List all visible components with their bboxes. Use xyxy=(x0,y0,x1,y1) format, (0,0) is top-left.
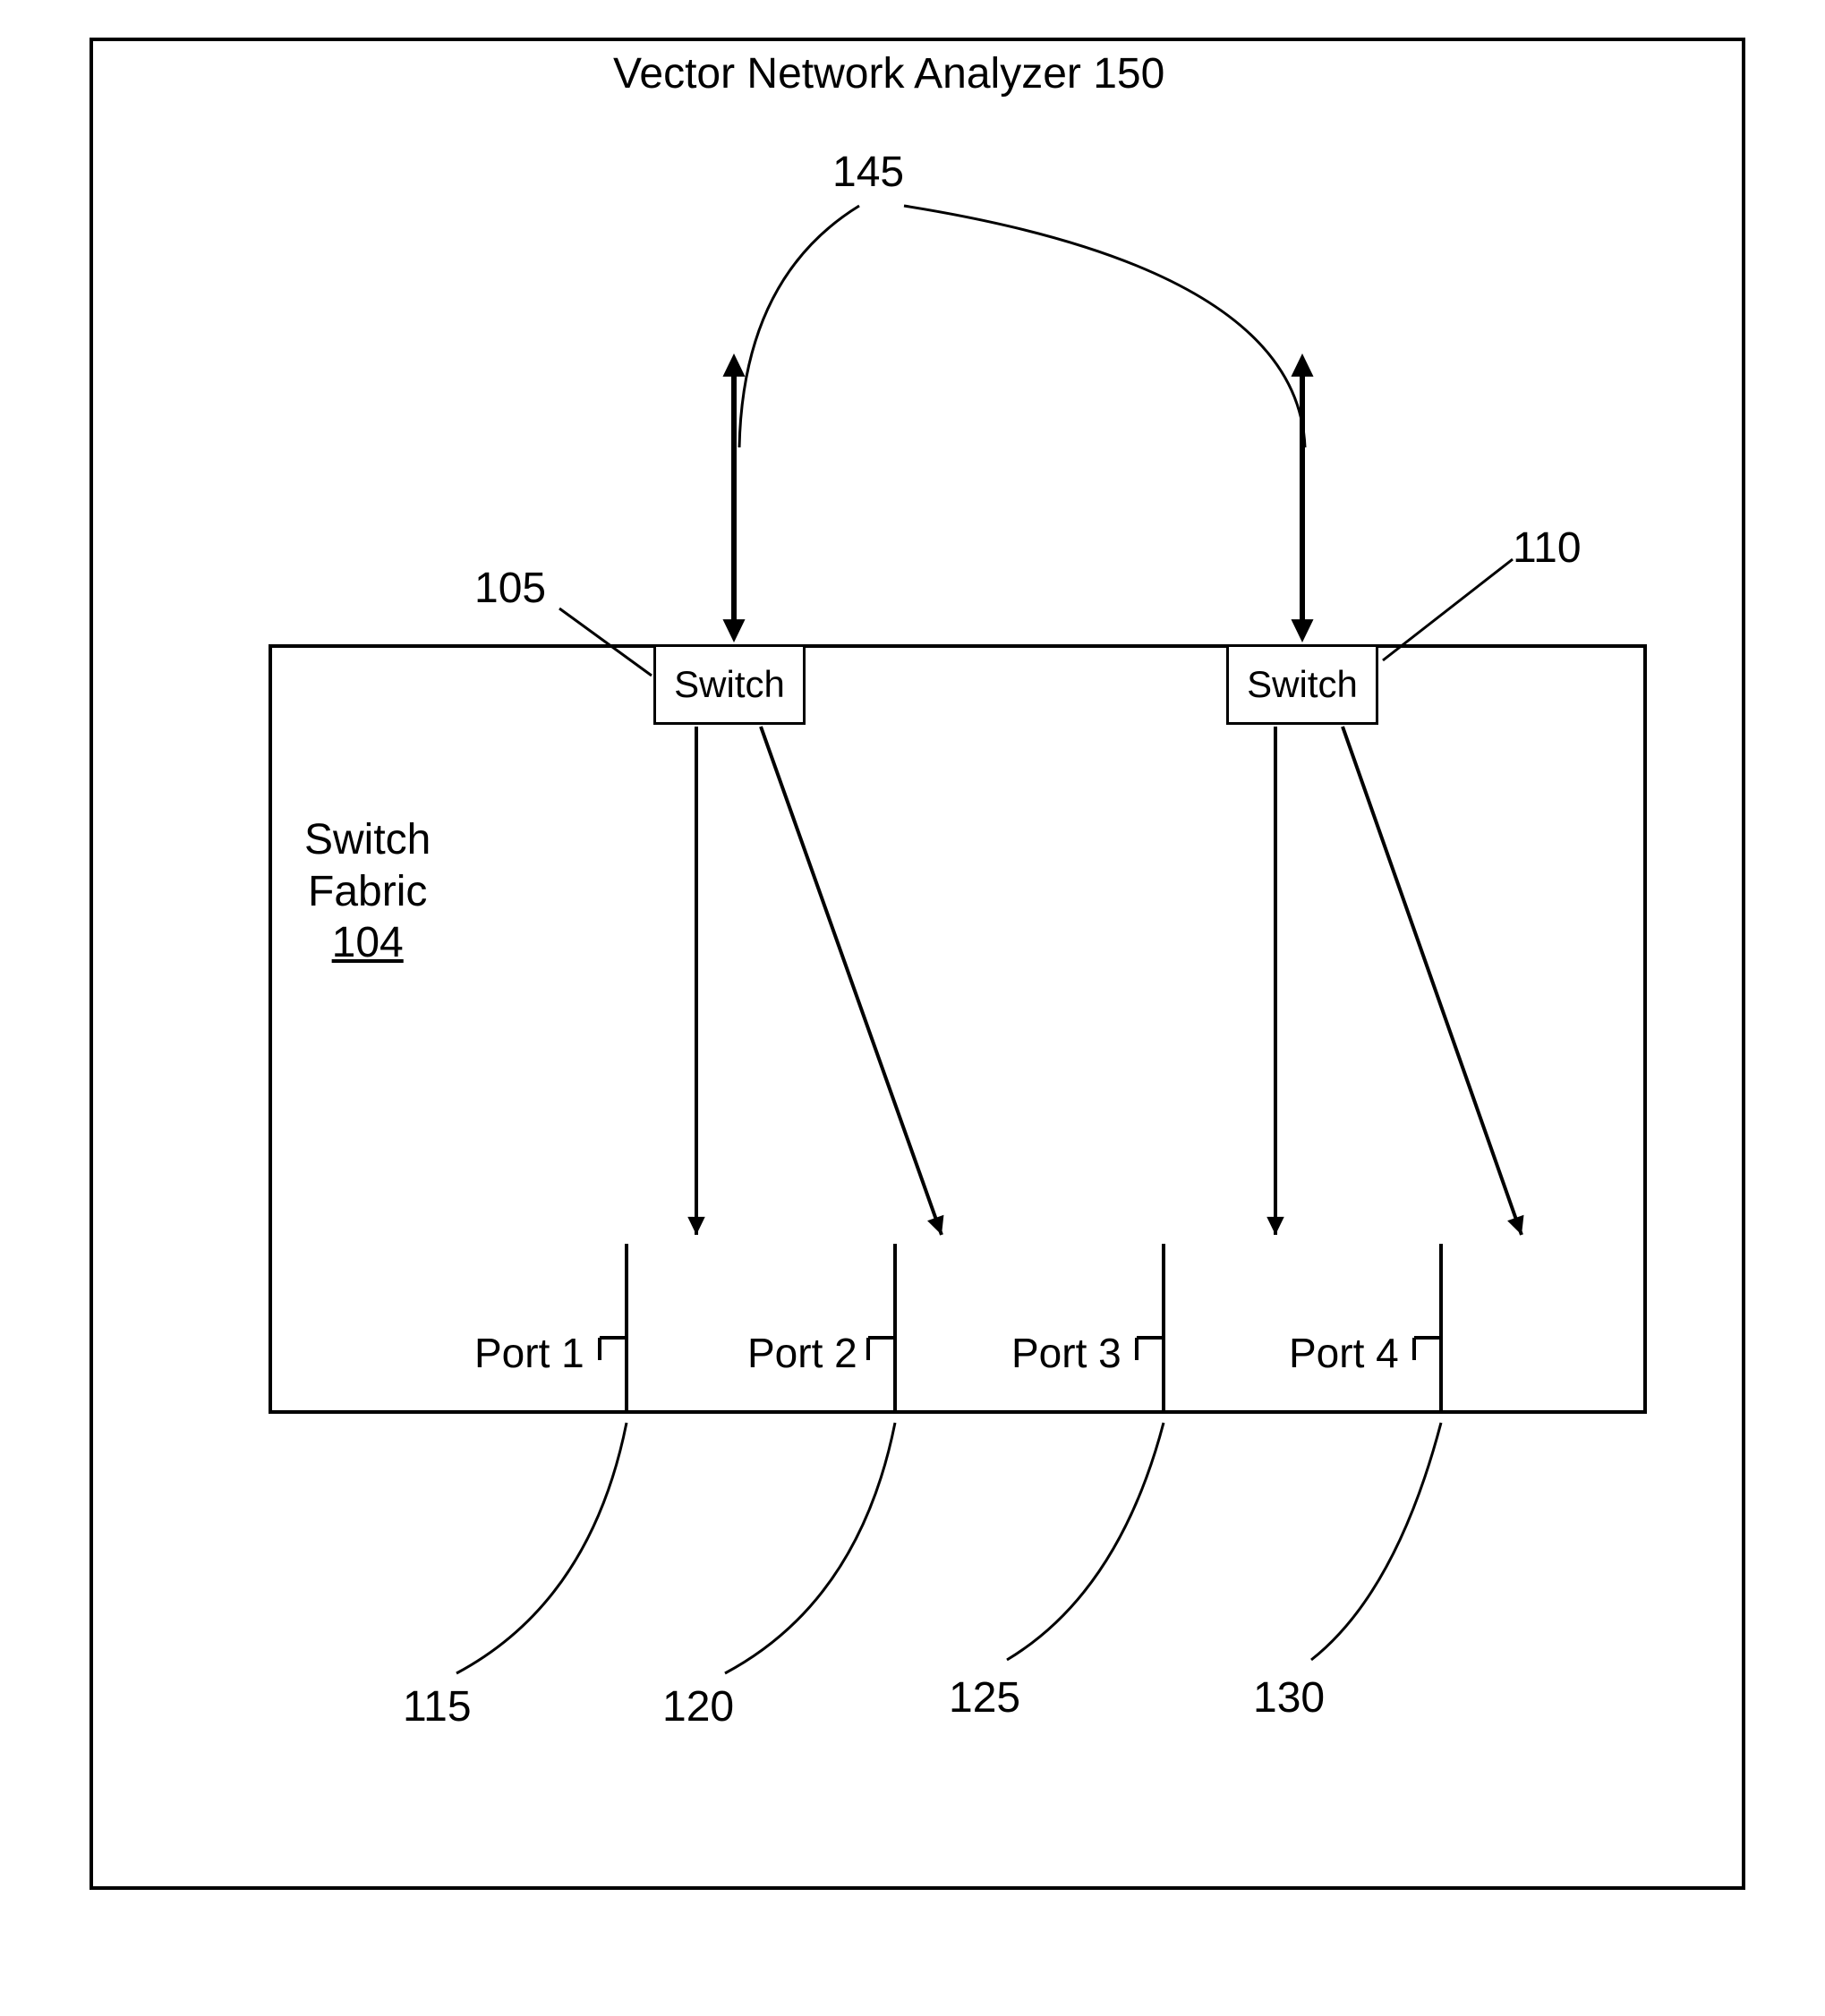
fabric-line2: Fabric xyxy=(304,866,431,918)
ref-130: 130 xyxy=(1253,1673,1325,1723)
fabric-line1: Switch xyxy=(304,814,431,866)
port-2-label: Port 2 xyxy=(747,1329,857,1377)
ref-115: 115 xyxy=(403,1682,472,1731)
switch-right-label: Switch xyxy=(1247,663,1358,706)
fabric-num: 104 xyxy=(304,917,431,969)
ref-105: 105 xyxy=(474,564,546,613)
ref-110: 110 xyxy=(1513,523,1582,573)
switch-right: Switch xyxy=(1226,644,1378,725)
port-3-label: Port 3 xyxy=(1011,1329,1121,1377)
ref-145: 145 xyxy=(832,148,904,197)
switch-fabric-label: Switch Fabric 104 xyxy=(304,814,431,969)
port-1-label: Port 1 xyxy=(474,1329,584,1377)
ref-120: 120 xyxy=(662,1682,734,1731)
diagram-canvas: Vector Network Analyzer 150 Switch Fabri… xyxy=(0,0,1825,2016)
ref-125: 125 xyxy=(949,1673,1020,1723)
diagram-title: Vector Network Analyzer 150 xyxy=(613,49,1164,98)
switch-fabric-box xyxy=(269,644,1647,1414)
switch-left: Switch xyxy=(653,644,806,725)
switch-left-label: Switch xyxy=(674,663,785,706)
port-4-label: Port 4 xyxy=(1289,1329,1399,1377)
